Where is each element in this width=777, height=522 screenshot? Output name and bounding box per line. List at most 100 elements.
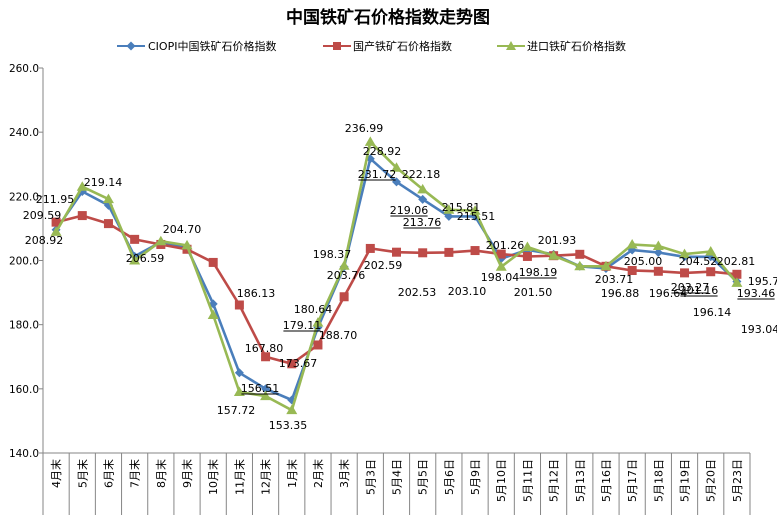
x-tick-label: 7月末: [128, 459, 142, 488]
x-tick-label: 1月末: [285, 459, 299, 488]
data-point: [155, 235, 167, 246]
data-point: [521, 241, 533, 252]
legend-label: 国产铁矿石价格指数: [353, 39, 452, 53]
x-tick-label: 5月10日: [495, 459, 508, 502]
data-label: 173.67: [279, 357, 318, 370]
data-point: [130, 234, 140, 244]
data-label: 209.59: [23, 209, 62, 222]
data-label: 231.72: [358, 168, 397, 181]
y-tick-label: 200.0: [9, 256, 39, 268]
chart-title: 中国铁矿石价格指数走势图: [286, 7, 490, 28]
data-label: 201.26: [486, 239, 525, 252]
data-point: [50, 226, 62, 236]
data-point: [287, 359, 297, 369]
y-tick-label: 260.0: [9, 63, 39, 75]
data-point: [103, 219, 113, 229]
data-point: [51, 217, 61, 227]
data-label: 206.59: [126, 252, 165, 265]
x-tick-label: 3月末: [337, 459, 351, 488]
data-point: [706, 267, 716, 277]
data-label: 201.93: [538, 234, 577, 247]
data-point: [338, 260, 350, 270]
data-label: 156.51: [241, 382, 280, 395]
data-label: 213.76: [403, 216, 442, 229]
data-point: [653, 247, 663, 257]
data-point: [261, 352, 271, 362]
data-label: 208.92: [25, 234, 64, 247]
square-marker-icon: [333, 42, 341, 50]
data-point: [469, 205, 481, 215]
x-tick-label: 5月5日: [417, 459, 430, 495]
data-point: [626, 238, 638, 249]
data-label: 204.52: [679, 255, 718, 268]
y-tick-label: 180.0: [9, 320, 39, 332]
data-label: 215.51: [457, 210, 496, 223]
data-point: [705, 245, 717, 256]
data-point: [680, 268, 690, 278]
x-tick-label: 5月17日: [626, 459, 639, 502]
triangle-marker-icon: [506, 41, 516, 50]
data-point: [364, 136, 376, 146]
data-label: 204.70: [163, 223, 202, 236]
legend-label: 进口铁矿石价格指数: [527, 39, 626, 53]
data-label: 157.72: [217, 404, 256, 417]
data-point: [234, 300, 244, 310]
data-label: 205.00: [624, 255, 663, 268]
data-label: 222.18: [402, 168, 441, 181]
legend-item-imported: 进口铁矿石价格指数: [497, 39, 626, 53]
data-label: 196.64: [649, 287, 688, 300]
data-point: [470, 246, 480, 256]
data-label: 188.70: [319, 329, 358, 342]
data-point: [129, 255, 141, 265]
data-label: 201.16: [680, 284, 719, 297]
legend-label: CIOPI中国铁矿石价格指数: [148, 39, 276, 53]
data-label: 219.06: [390, 204, 429, 217]
data-point: [574, 260, 586, 271]
x-tick-label: 5月23日: [731, 459, 744, 502]
data-point: [77, 211, 87, 221]
data-point: [444, 211, 454, 221]
data-point: [444, 247, 454, 257]
data-label: 193.46: [737, 287, 776, 300]
data-point: [575, 249, 585, 259]
data-point: [418, 248, 428, 258]
y-tick-label: 140.0: [9, 448, 39, 460]
data-label: 198.04: [481, 271, 520, 284]
data-point: [76, 181, 88, 191]
data-label: 201.50: [514, 286, 553, 299]
x-tick-label: 10月末: [206, 459, 220, 495]
data-label: 202.59: [364, 259, 403, 272]
data-label: 198.19: [519, 266, 558, 279]
data-point: [207, 309, 219, 320]
data-point: [548, 250, 560, 260]
data-label: 202.53: [398, 286, 437, 299]
x-tick-label: 5月18日: [652, 459, 665, 502]
x-tick-label: 5月19日: [679, 459, 692, 502]
data-point: [443, 204, 455, 214]
x-tick-label: 9月末: [180, 459, 194, 488]
data-label: 215.81: [442, 201, 481, 214]
data-point: [392, 247, 401, 257]
x-tick-label: 5月20日: [705, 459, 718, 502]
data-point: [365, 243, 375, 253]
data-label: 219.14: [84, 176, 123, 189]
x-tick-label: 5月13日: [574, 459, 587, 502]
data-label: 180.64: [294, 303, 333, 316]
series-1: [51, 211, 742, 369]
data-point: [653, 266, 663, 276]
data-label: 153.35: [269, 419, 308, 432]
data-label: 196.88: [601, 287, 640, 300]
data-point: [286, 404, 298, 415]
data-point: [496, 249, 506, 259]
data-point: [495, 261, 507, 271]
data-label: 167.80: [245, 342, 284, 355]
data-label: 203.71: [595, 273, 634, 286]
x-tick-label: 11月末: [232, 459, 246, 495]
x-tick-label: 5月4日: [391, 459, 404, 495]
data-label: 193.04: [741, 323, 777, 336]
data-label: 186.13: [237, 287, 276, 300]
data-point: [522, 251, 532, 261]
x-tick-label: 5月16日: [600, 459, 613, 502]
data-label: 202.81: [717, 255, 756, 268]
